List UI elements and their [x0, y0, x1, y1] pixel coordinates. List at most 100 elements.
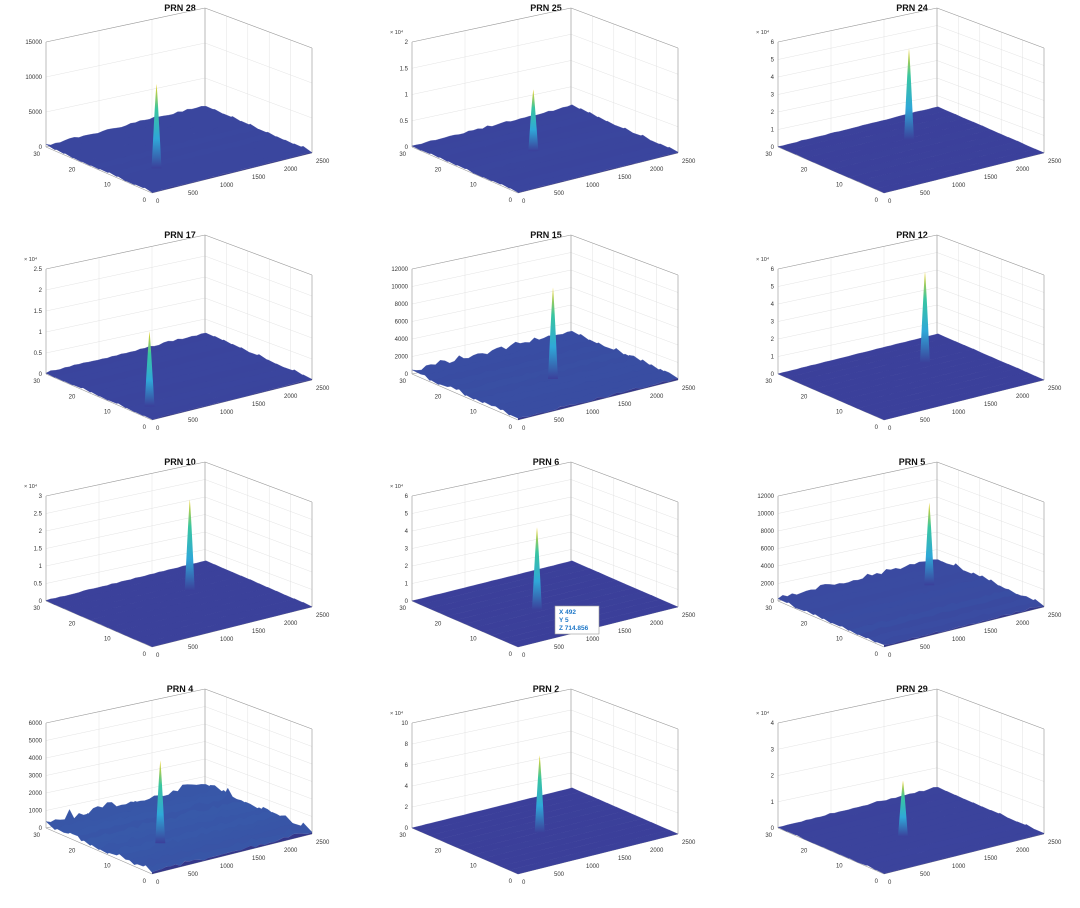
x-tick-label: 2000: [284, 394, 298, 400]
x-tick-label: 1500: [984, 175, 998, 181]
y-tick-label: 20: [801, 621, 808, 627]
x-tick-label: 2500: [1048, 613, 1062, 619]
x-tick-label: 0: [522, 426, 526, 432]
z-tick-label: 10000: [391, 285, 408, 291]
surface-plot: 0200040006000800010000120000102030050010…: [757, 461, 1062, 659]
x-tick-label: 0: [156, 653, 160, 659]
y-tick-label: 30: [765, 833, 772, 839]
y-tick-label: 20: [69, 167, 76, 173]
y-tick-label: 30: [765, 152, 772, 158]
x-tick-label: 500: [188, 191, 199, 197]
x-tick-label: 2500: [1048, 840, 1062, 846]
x-tick-label: 2500: [1048, 386, 1062, 392]
data-tip-y: Y 5: [559, 617, 569, 624]
correlation-peak: [184, 499, 195, 591]
x-tick-label: 500: [920, 191, 931, 197]
plot-title: PRN 29: [896, 684, 928, 694]
x-tick-label: 2500: [682, 159, 696, 165]
z-tick-label: 1: [39, 330, 43, 336]
y-tick-label: 30: [33, 606, 40, 612]
z-tick-label: 1.5: [34, 309, 43, 315]
z-tick-label: 6: [771, 40, 775, 46]
y-tick-label: 10: [470, 410, 477, 416]
x-tick-label: 2000: [1016, 621, 1030, 627]
x-tick-label: 1000: [586, 864, 600, 870]
z-tick-label: 4: [771, 75, 775, 81]
surface-strip: [45, 332, 216, 378]
surface-plot-panel: PRN 28 0 5000 10000 15000 0 10 20 30 0 500 1000 1500…: [0, 0, 360, 227]
y-tick-label: 0: [509, 425, 513, 431]
x-tick-label: 0: [888, 880, 892, 886]
x-tick-label: 2000: [1016, 167, 1030, 173]
x-tick-label: 1500: [252, 175, 266, 181]
x-tick-label: 0: [156, 426, 160, 432]
y-tick-label: 0: [875, 425, 879, 431]
surface-plot-panel: PRN 25 0 0.5 1 1.5 2 × 10⁴ 0 10 20 30 0 500 1000 1500 2…: [366, 0, 726, 227]
plot-title: PRN 4: [166, 684, 194, 694]
z-tick-label: 5: [405, 512, 409, 518]
surface-mesh: [45, 106, 313, 193]
y-tick-label: 10: [836, 410, 843, 416]
z-exponent-label: × 10⁴: [756, 256, 770, 263]
z-tick-label: 3000: [29, 774, 43, 780]
z-exponent-label: × 10⁴: [390, 710, 404, 717]
z-tick-label: 0: [771, 372, 775, 378]
z-tick-label: 8000: [395, 302, 409, 308]
x-tick-label: 1000: [220, 864, 234, 870]
axes-frame: [45, 7, 313, 194]
z-tick-label: 10000: [757, 512, 774, 518]
plot-title: PRN 17: [164, 230, 196, 240]
y-tick-label: 20: [435, 848, 442, 854]
z-tick-label: 2: [405, 40, 409, 46]
surface-plot: 0500010000150000102030050010001500200025…: [25, 7, 330, 205]
surface-skirt: [518, 834, 678, 874]
z-tick-label: 6: [771, 267, 775, 273]
z-tick-label: 1.5: [400, 66, 409, 72]
z-tick-label: 2000: [761, 582, 775, 588]
y-tick-label: 10: [836, 637, 843, 643]
x-tick-label: 2500: [682, 840, 696, 846]
z-tick-label: 1000: [29, 809, 43, 815]
x-tick-label: 0: [156, 199, 160, 205]
z-tick-label: 2.5: [34, 512, 43, 518]
z-tick-label: 4000: [29, 756, 43, 762]
z-tick-label: 8000: [761, 529, 775, 535]
z-tick-label: 5000: [29, 739, 43, 745]
x-tick-label: 2000: [284, 167, 298, 173]
z-tick-label: 2: [771, 110, 775, 116]
plot-title: PRN 12: [896, 230, 928, 240]
plot-title: PRN 15: [530, 230, 562, 240]
surface-skirt: [152, 379, 312, 420]
x-tick-label: 1500: [252, 856, 266, 862]
x-tick-label: 2000: [650, 621, 664, 627]
surface-mesh: [411, 104, 679, 193]
x-tick-label: 500: [554, 645, 565, 651]
y-tick-label: 0: [509, 652, 513, 658]
y-tick-label: 0: [509, 879, 513, 885]
x-tick-label: 2000: [284, 621, 298, 627]
z-tick-label: 0: [39, 145, 43, 151]
z-tick-label: 4000: [395, 337, 409, 343]
surface-plot: 0100020003000400050006000010203005001000…: [29, 688, 330, 886]
correlation-peak: [548, 287, 558, 379]
y-tick-label: 0: [875, 879, 879, 885]
data-tip-x: X 492: [559, 609, 576, 616]
z-tick-label: 0: [39, 372, 43, 378]
z-tick-label: 1: [39, 564, 43, 570]
y-tick-label: 10: [470, 183, 477, 189]
x-tick-label: 0: [156, 880, 160, 886]
surface-plot-panel: PRN 5 0 2000 4000 6000 8000 10000 12000 0 10 20 30 0…: [732, 454, 1080, 681]
z-tick-label: 2000: [395, 355, 409, 361]
z-tick-label: 15000: [25, 40, 42, 46]
x-tick-label: 1500: [984, 402, 998, 408]
y-tick-label: 20: [69, 394, 76, 400]
z-tick-label: 0: [771, 145, 775, 151]
surface-plot-panel: PRN 17 0 0.5 1 1.5 2 2.5 × 10⁴ 0 10 20 30 0 500 1000 15…: [0, 227, 360, 454]
y-tick-label: 10: [470, 864, 477, 870]
z-tick-label: 0: [771, 826, 775, 832]
